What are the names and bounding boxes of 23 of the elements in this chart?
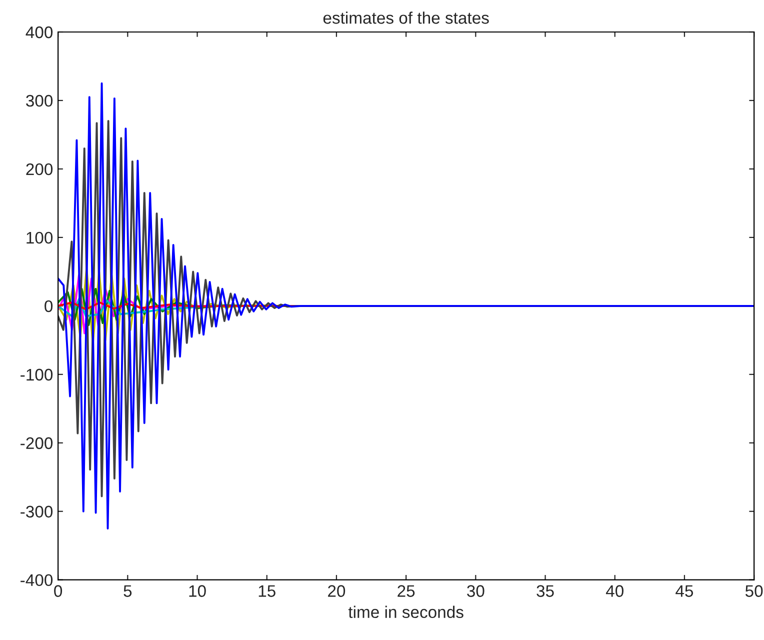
y-tick-label: -300 xyxy=(20,506,53,518)
x-tick-label: 0 xyxy=(54,585,62,597)
y-tick-label: 400 xyxy=(26,26,53,38)
y-tick-label: 200 xyxy=(26,163,53,176)
y-tick-label: -200 xyxy=(20,437,53,450)
chart-title: estimates of the states xyxy=(323,12,489,24)
x-tick-label: 10 xyxy=(189,585,206,597)
y-tick-label: -400 xyxy=(20,574,53,586)
x-tick-label: 5 xyxy=(124,585,132,597)
x-axis-title: time in seconds xyxy=(348,606,464,618)
y-tick-label: -100 xyxy=(20,368,53,381)
x-tick-label: 45 xyxy=(676,585,694,597)
x-tick-label: 35 xyxy=(536,585,554,597)
x-tick-label: 30 xyxy=(467,585,484,597)
x-tick-label: 25 xyxy=(398,585,415,597)
x-tick-label: 40 xyxy=(606,585,624,597)
x-tick-label: 20 xyxy=(328,585,346,597)
x-tick-label: 50 xyxy=(745,585,763,597)
y-tick-label: 300 xyxy=(26,94,53,107)
y-tick-label: 0 xyxy=(44,300,53,312)
line-series xyxy=(58,82,754,530)
x-tick-label: 15 xyxy=(258,585,276,597)
y-tick-label: 100 xyxy=(26,232,53,244)
